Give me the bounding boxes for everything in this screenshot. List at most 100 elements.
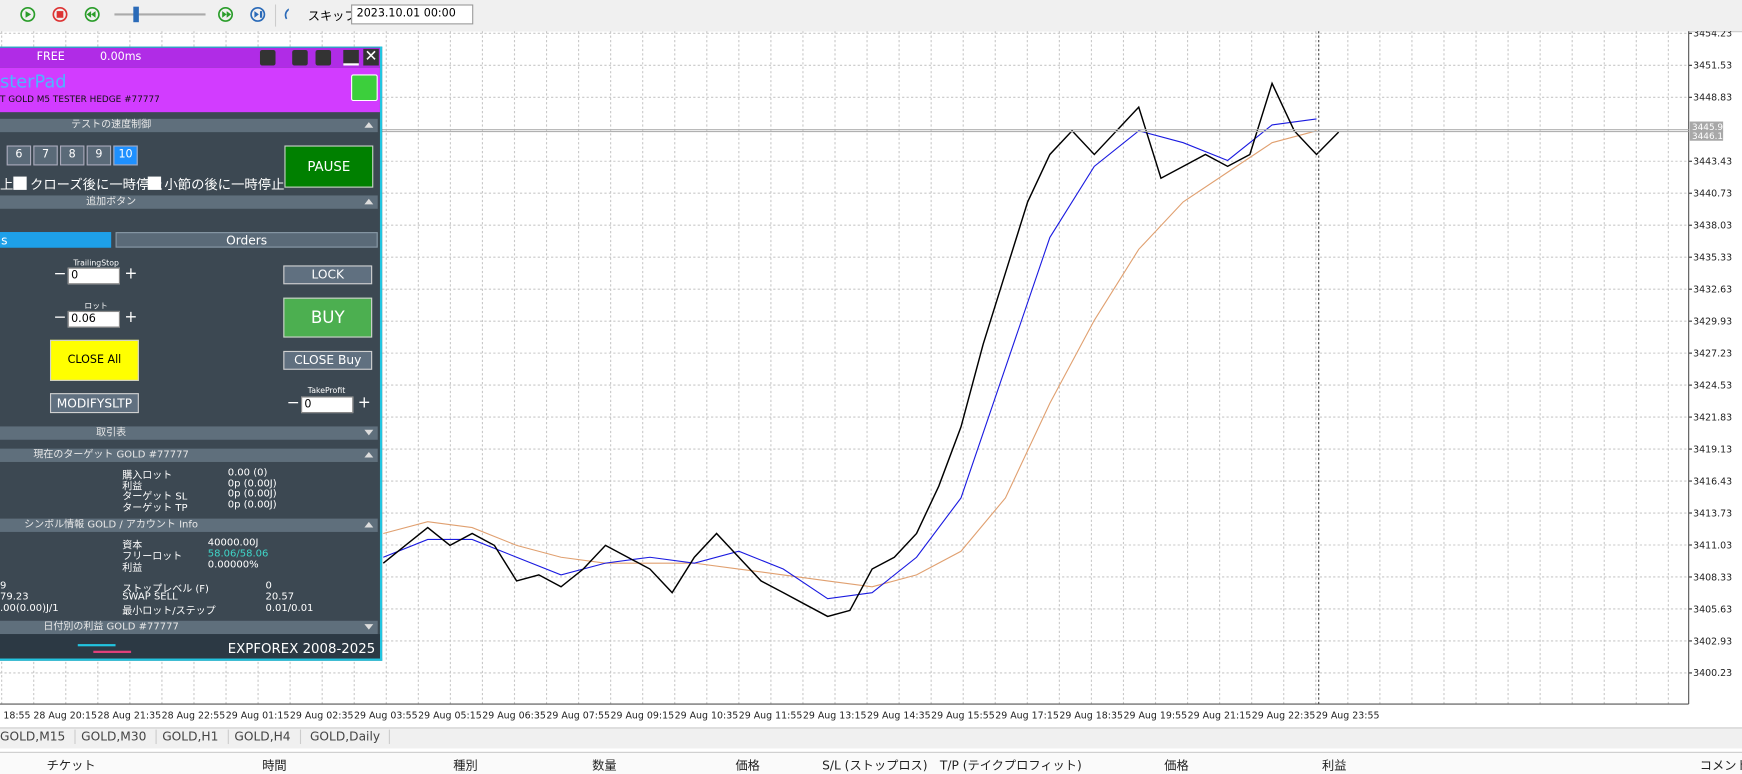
modify-button[interactable]: MODIFYSLTP [49,393,139,414]
tab[interactable]: s [0,232,112,248]
date-input[interactable]: 2023.10.01 00:00 [351,4,474,25]
minus-button[interactable]: − [53,265,67,284]
y-tick-label: 3432.63 [1693,285,1732,296]
section-title: シンボル情報 GOLD / アカウント Info [24,519,199,531]
logo-line [93,650,132,653]
tab[interactable]: Orders [115,232,378,248]
minus-button[interactable]: − [286,394,300,412]
section-bar[interactable]: シンボル情報 GOLD / アカウント Info [0,518,378,532]
info-label: ターゲット TP [122,503,188,515]
skip-label[interactable]: スキップ [307,8,357,24]
section-bar[interactable]: テストの速度制御 [0,118,378,133]
column-title[interactable]: 価格 [1164,758,1189,773]
x-tick-label: 29 Aug 19:55 [1123,710,1187,721]
column-title[interactable]: コメント [1699,758,1742,773]
column-title[interactable]: 価格 [735,758,760,773]
close-buy-button[interactable]: CLOSE Buy [283,350,373,370]
plus-button[interactable]: + [124,308,138,327]
take-profit-input[interactable]: 0 [301,396,354,414]
info-label: SWAP SELL [122,591,178,604]
x-tick-label: 29 Aug 10:35 [675,710,739,721]
x-tick-label: 28 Aug 20:15 [33,710,97,721]
minimize-button[interactable] [343,49,359,66]
y-tick-label: 3448.83 [1693,93,1732,104]
tester-panel: FREE 0.00ms ✕ sterPad T GOLD M5 TESTER H… [0,46,383,661]
checkbox-label: クローズ後に一時停止 [29,176,163,193]
info-value: 0p (0.00J) [227,489,277,501]
speed-button[interactable]: 7 [33,145,58,166]
close-all-button[interactable]: CLOSE All [49,339,139,381]
info-value: .00(0.00)J/1 [0,603,59,615]
x-tick-label: 28 Aug 22:55 [162,710,226,721]
close-button[interactable]: ✕ [363,47,379,66]
column-header [0,751,1742,774]
chart-tab[interactable]: GOLD,H1 [162,729,229,745]
column-title[interactable]: 時間 [262,758,287,773]
info-value: 0p (0.00J) [227,478,277,490]
minus-button[interactable]: − [53,308,67,327]
info-value: 0.00 (0) [227,467,268,479]
info-value: 40000.00J [207,537,259,549]
info-value: 0 [265,580,272,592]
chart-tab[interactable]: GOLD,M15 [0,729,76,745]
plus-button[interactable]: + [357,394,371,412]
y-tick-label: 3408.33 [1693,572,1732,583]
column-title[interactable]: S/L (ストップロス) [822,758,928,773]
chart-tab[interactable]: GOLD,Daily [310,729,391,745]
buy-button[interactable]: BUY [283,297,373,338]
info-icon[interactable] [259,49,276,66]
x-tick-label: 29 Aug 06:35 [482,710,546,721]
plus-button[interactable]: + [124,265,138,284]
settings-icon[interactable] [315,49,332,66]
column-title[interactable]: 利益 [1322,758,1347,773]
column-title[interactable]: 数量 [592,758,617,773]
help-icon[interactable] [292,49,308,66]
trailing-stop-input[interactable]: 0 [67,267,120,285]
x-tick-label: 29 Aug 15:55 [931,710,995,721]
y-tick-label: 3451.53 [1693,61,1732,72]
price-line [382,81,1340,618]
pause-button[interactable]: PAUSE [284,145,374,188]
y-tick-label: 3429.93 [1693,316,1732,327]
fast-moving-average [383,118,1317,600]
section-bar[interactable]: 取引表 [0,426,378,440]
y-tick-label: 3411.03 [1693,540,1732,551]
info-label: ストップレベル (F) [122,584,209,596]
chart-tab[interactable]: GOLD,M30 [81,729,157,745]
x-tick-label: 29 Aug 03:55 [354,710,418,721]
column-title[interactable]: T/P (テイクプロフィット) [939,758,1082,773]
section-bar[interactable]: 現在のターゲット GOLD #77777 [0,448,378,462]
info-value: 79.23 [0,591,29,604]
y-tick-label: 3443.43 [1693,157,1732,168]
section-title: テストの速度制御 [71,119,152,132]
section-bar[interactable]: 追加ボタン [0,195,378,209]
price-tag-label: 3445.94 [1692,123,1729,133]
logo-line [77,644,116,647]
info-value: 0.00000% [207,559,259,571]
lock-button[interactable]: LOCK [283,265,373,285]
x-tick-label: 29 Aug 05:15 [418,710,482,721]
lot-input[interactable]: 0.06 [67,310,120,328]
column-title[interactable]: 種別 [453,758,478,773]
speed-button[interactable]: 10 [113,145,138,166]
y-tick-label: 3419.13 [1693,444,1732,455]
latency: 0.00ms [99,51,142,64]
speed-button[interactable]: 8 [59,145,85,166]
checkbox[interactable] [13,176,27,190]
y-tick-label: 3427.23 [1693,348,1732,359]
field-label: ロット [84,302,108,311]
x-tick-label: 29 Aug 17:15 [995,710,1059,721]
chart-tab[interactable]: GOLD,H4 [234,729,301,745]
section-bar[interactable]: 日付別の利益 GOLD #77777 [0,620,378,635]
price-tag [1689,130,1724,141]
speed-button[interactable]: 9 [86,145,112,166]
info-label: フリーロット [122,551,183,564]
checkbox[interactable] [147,176,162,190]
column-title[interactable]: チケット [46,758,96,773]
section-title: 現在のターゲット GOLD #77777 [33,449,189,461]
panel-subtitle: T GOLD M5 TESTER HEDGE #77777 [0,94,160,105]
panel-footer [0,634,380,659]
field-label: TrailingStop [73,258,119,268]
speed-button[interactable]: 6 [6,145,32,166]
